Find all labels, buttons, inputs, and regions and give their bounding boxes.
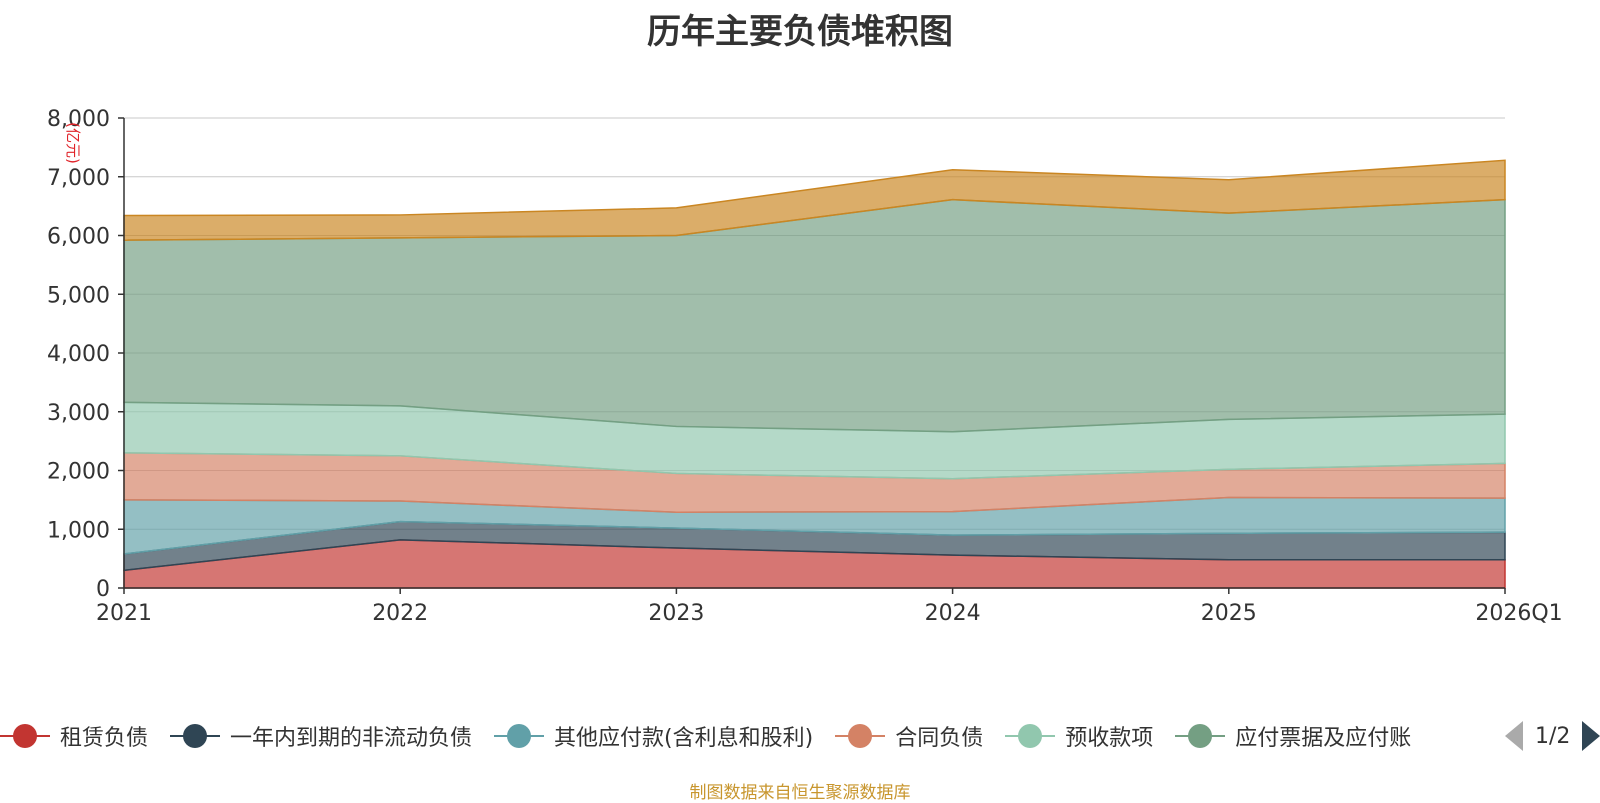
x-tick-label: 2025	[1201, 601, 1257, 626]
legend-item[interactable]: 租赁负债	[0, 720, 148, 752]
legend-next-page-icon[interactable]	[1582, 721, 1600, 751]
x-tick-label: 2021	[96, 601, 152, 626]
legend-label: 一年内到期的非流动负债	[230, 726, 473, 751]
legend-label: 应付票据及应付账	[1235, 726, 1412, 751]
legend-item[interactable]: 预收款项	[1005, 720, 1153, 752]
legend-item[interactable]: 合同负债	[835, 720, 983, 752]
legend-item[interactable]: 一年内到期的非流动负债	[170, 720, 472, 752]
legend-marker-icon	[1005, 721, 1056, 751]
legend-page-indicator: 1/2	[1535, 723, 1571, 749]
legend-label: 预收款项	[1065, 726, 1154, 751]
x-tick-label: 2023	[648, 601, 704, 626]
y-tick-label: 2,000	[47, 460, 110, 485]
x-tick-label: 2026Q1	[1475, 601, 1562, 626]
chart-plot: 0 1,000 2,000 3,000 4,000 5,000 6,000 7,000 8,00…	[47, 107, 1563, 626]
y-tick-label: 0	[96, 577, 110, 602]
y-tick-label: 7,000	[47, 166, 110, 191]
legend-label: 合同负债	[895, 726, 984, 751]
y-tick-label: 5,000	[47, 283, 110, 308]
legend-marker-icon	[494, 721, 545, 751]
legend-marker-icon	[1175, 721, 1226, 751]
legend: 租赁负债 一年内到期的非流动负债 其他应付款(含利息和股利) 合同负债 预收款项 应付票据…	[0, 718, 1500, 754]
legend-label: 其他应付款(含利息和股利)	[554, 726, 814, 751]
legend-label: 租赁负债	[60, 726, 149, 751]
legend-prev-page-icon[interactable]	[1505, 721, 1523, 751]
chart-title: 历年主要负债堆积图	[647, 12, 953, 52]
y-tick-label: 4,000	[47, 342, 110, 367]
y-axis-unit-label: (亿元)	[64, 122, 82, 164]
y-tick-label: 3,000	[47, 401, 110, 426]
x-tick-label: 2022	[372, 601, 428, 626]
legend-marker-icon	[835, 721, 886, 751]
area-series-6	[123, 159, 1506, 241]
source-note: 制图数据来自恒生聚源数据库	[689, 783, 911, 803]
legend-marker-icon	[0, 721, 50, 751]
legend-marker-icon	[170, 721, 221, 751]
x-tick-label: 2024	[925, 601, 981, 626]
legend-item[interactable]: 其他应付款(含利息和股利)	[494, 720, 813, 752]
legend-pager: 1/2	[1505, 718, 1600, 754]
y-tick-label: 1,000	[47, 518, 110, 543]
y-tick-label: 6,000	[47, 225, 110, 250]
legend-item[interactable]: 应付票据及应付账	[1175, 720, 1411, 752]
y-tick-label: 8,000	[47, 107, 110, 132]
